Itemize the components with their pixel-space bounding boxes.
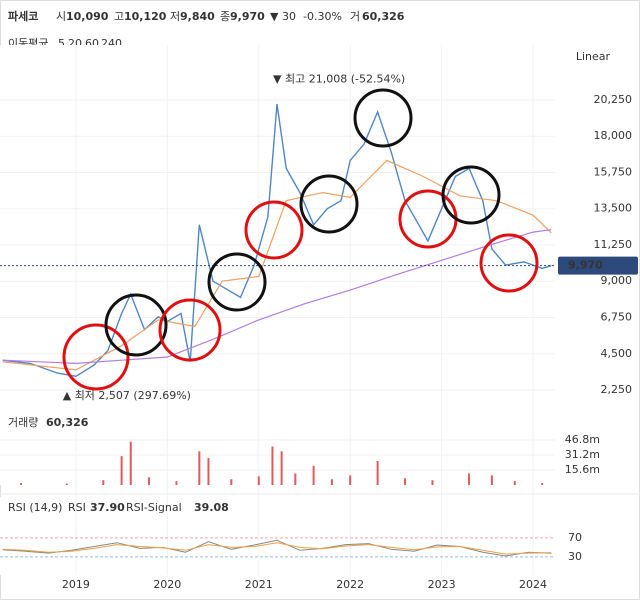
volume-bar (120, 456, 123, 485)
change-pct: -0.30% (303, 10, 342, 23)
annotation-circles (62, 88, 539, 391)
y-tick-label: 6,750 (601, 311, 633, 324)
x-tick-label: 2022 (336, 578, 364, 591)
volume-bar (349, 475, 352, 485)
volume-bar (65, 483, 68, 485)
y-tick-label: 13,500 (594, 202, 633, 215)
y-tick-label: 11,250 (594, 238, 633, 251)
series-line (2, 159, 552, 371)
annotation: ▲ 최저 2,507 (297.69%) (63, 389, 191, 402)
series-line (2, 103, 552, 378)
y-tick-label: 20,250 (594, 93, 633, 106)
volume-bar (468, 473, 471, 485)
series-line (2, 542, 552, 555)
volume-bar (404, 478, 407, 485)
circle (441, 165, 501, 225)
volume-bar (20, 483, 23, 485)
label: 종 (220, 10, 230, 23)
series-line (2, 229, 552, 365)
y-tick-label: 15.6m (565, 463, 600, 476)
last-price-label: 9,970 (568, 259, 603, 272)
volume-bar (129, 441, 132, 485)
label: 거 (350, 10, 360, 23)
volume-bar (102, 480, 105, 485)
y-tick-label: 4,500 (601, 347, 633, 360)
y-tick-label: 15,750 (594, 165, 633, 178)
volume-bar (148, 477, 151, 485)
change: ▼ 30 (270, 10, 296, 23)
panel-value: 39.08 (194, 501, 229, 514)
circle (353, 88, 413, 148)
y-tick-label: 70 (568, 531, 582, 544)
volume-bar (541, 483, 544, 485)
volume-bar (207, 458, 210, 485)
circle (244, 200, 304, 260)
x-tick-label: 2020 (153, 578, 181, 591)
volume-bar (312, 465, 315, 485)
close: 9,970 (230, 10, 265, 23)
panel-value: 60,326 (46, 416, 89, 429)
volume-bar (490, 475, 493, 485)
x-tick-label: 2021 (245, 578, 273, 591)
ma-period: 5 (58, 37, 65, 50)
y-tick-label: 18,000 (594, 129, 633, 142)
panel-value: 37.90 (90, 501, 125, 514)
low: 9,840 (180, 10, 215, 23)
volume-bar (175, 481, 178, 485)
circle (62, 323, 130, 391)
panel-label: RSI-Signal (126, 501, 182, 514)
annotation: ▼ 최고 21,008 (-52.54%) (273, 73, 405, 86)
label: 시 (56, 10, 66, 23)
open: 10,090 (66, 10, 109, 23)
volume-bar (230, 479, 233, 485)
volume-bar (330, 479, 333, 485)
circle (207, 252, 267, 312)
panel (0, 497, 555, 575)
y-tick-label: 46.8m (565, 433, 600, 446)
x-tick-label: 2019 (62, 578, 90, 591)
volume-bar (280, 451, 283, 485)
label: 고 (114, 10, 124, 23)
high: 10,120 (124, 10, 167, 23)
volume-bar (431, 480, 434, 485)
circle (299, 174, 359, 234)
panel-label: RSI (68, 501, 86, 514)
stock-name: 파세코 (8, 9, 38, 23)
circle (158, 298, 222, 362)
y-tick-label: 2,250 (601, 383, 633, 396)
volume: 60,326 (362, 10, 405, 23)
label: 저 (170, 10, 180, 23)
x-tick-label: 2024 (519, 578, 547, 591)
volume-bar (198, 451, 201, 485)
volume-bar (294, 473, 297, 485)
volume-bar (376, 460, 379, 485)
circle (104, 293, 168, 357)
volume-bar (257, 476, 260, 485)
last-price-box (558, 256, 638, 275)
panel-label: 거래량 (8, 416, 38, 429)
y-tick-label: 31.2m (565, 448, 600, 461)
y-tick-label: 30 (568, 550, 582, 563)
panel-label: RSI (14,9) (8, 501, 62, 514)
x-tick-label: 2023 (428, 578, 456, 591)
scale[interactable]: Linear (576, 50, 611, 63)
volume-bar (271, 446, 274, 485)
panel (0, 410, 555, 485)
volume-bar (513, 481, 516, 485)
y-tick-label: 9,000 (601, 274, 633, 287)
circle (479, 233, 539, 293)
